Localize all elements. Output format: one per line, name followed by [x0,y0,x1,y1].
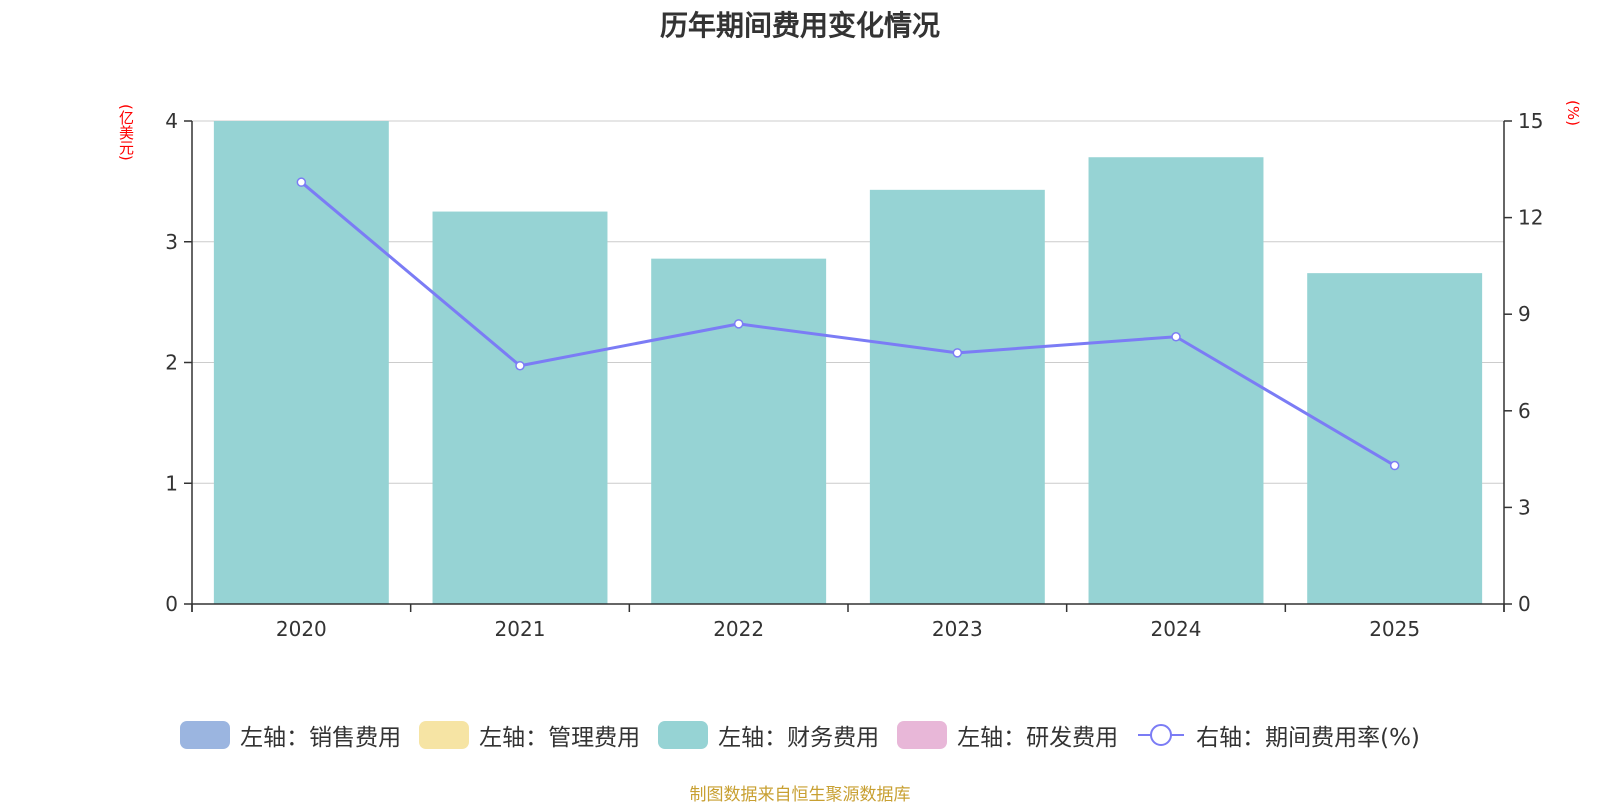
left-tick-label: 4 [165,109,178,133]
legend-item-admin[interactable]: 左轴：管理费用 [419,718,640,752]
bar-2023 [869,189,1045,604]
expense-rate-point-2024 [1171,331,1181,342]
left-tick-label: 1 [165,471,178,495]
right-tick-label: 9 [1518,302,1531,326]
expense-rate-point-2025 [1389,460,1400,471]
bar-2021 [432,211,608,604]
right-tick-label: 3 [1518,495,1531,519]
x-tick-label-2025: 2025 [1369,617,1420,641]
right-axis-unit: (%) [1564,100,1582,126]
expense-rate-point-2020 [296,177,307,187]
left-tick-label: 2 [165,351,178,375]
bar-2020 [213,121,389,604]
legend-swatch-sales [180,721,231,749]
bar-2022 [651,258,827,604]
bar-2025 [1307,273,1483,604]
right-tick-label: 12 [1518,206,1543,230]
x-tick-label-2023: 2023 [932,617,983,641]
left-tick-label: 3 [165,230,178,254]
right-tick-label: 6 [1518,399,1531,423]
x-tick-label-2022: 2022 [713,617,764,641]
legend-label-admin: 左轴：管理费用 [479,725,641,751]
legend-item-rnd[interactable]: 左轴：研发费用 [897,718,1118,752]
chart-title: 历年期间费用变化情况 [659,9,940,42]
x-tick-label-2024: 2024 [1151,617,1202,641]
legend-label-sales: 左轴：销售费用 [240,725,402,751]
expense-rate-point-2022 [733,319,744,329]
x-tick-label-2020: 2020 [276,617,327,641]
legend-item-finance[interactable]: 左轴：财务费用 [658,718,879,752]
left-axis-unit: (亿美元) [117,104,135,161]
x-tick-label-2021: 2021 [495,617,546,641]
legend-label-expense-rate: 右轴：期间费用率(%) [1196,725,1420,751]
expense-rate-point-2021 [515,360,525,371]
legend-swatch-rnd [897,721,948,749]
expense-rate-point-2023 [952,348,963,358]
right-tick-label: 15 [1518,109,1543,133]
legend-line-marker-icon [1138,724,1185,746]
data-source-note: 制图数据来自恒生聚源数据库 [689,785,911,805]
left-tick-label: 0 [165,592,178,616]
expense-rate-line [300,181,1396,467]
bar-2024 [1088,157,1264,604]
right-tick-label: 0 [1518,592,1531,616]
legend-swatch-admin [419,721,470,749]
legend: 左轴：销售费用 左轴：管理费用 左轴：财务费用 左轴：研发费用 右轴：期间费用率… [0,718,1600,752]
legend-swatch-finance [658,721,709,749]
legend-label-finance: 左轴：财务费用 [718,725,880,751]
legend-item-expense-rate[interactable]: 右轴：期间费用率(%) [1136,718,1420,752]
legend-label-rnd: 左轴：研发费用 [957,725,1119,751]
legend-item-sales[interactable]: 左轴：销售费用 [180,718,401,752]
